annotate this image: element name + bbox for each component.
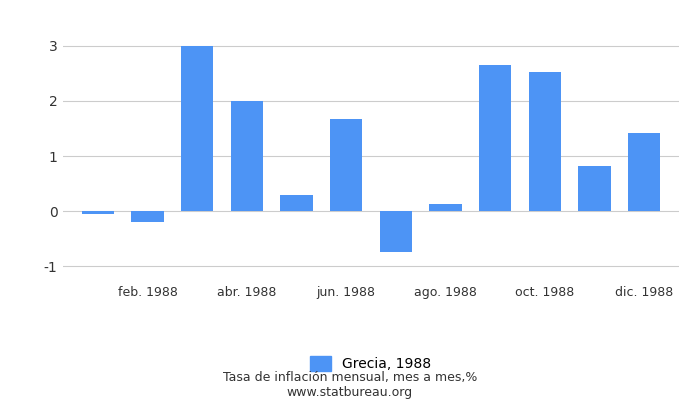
Legend: Grecia, 1988: Grecia, 1988	[311, 356, 431, 371]
Bar	[181, 46, 214, 211]
Bar	[429, 204, 462, 211]
Bar	[330, 118, 363, 211]
Bar	[628, 134, 660, 211]
Text: www.statbureau.org: www.statbureau.org	[287, 386, 413, 399]
Bar	[578, 166, 610, 211]
Bar	[528, 72, 561, 211]
Bar	[231, 101, 263, 211]
Bar	[132, 211, 164, 222]
Bar	[479, 65, 511, 211]
Text: Tasa de inflación mensual, mes a mes,%: Tasa de inflación mensual, mes a mes,%	[223, 372, 477, 384]
Bar	[280, 194, 313, 211]
Bar	[82, 211, 114, 214]
Bar	[379, 211, 412, 252]
